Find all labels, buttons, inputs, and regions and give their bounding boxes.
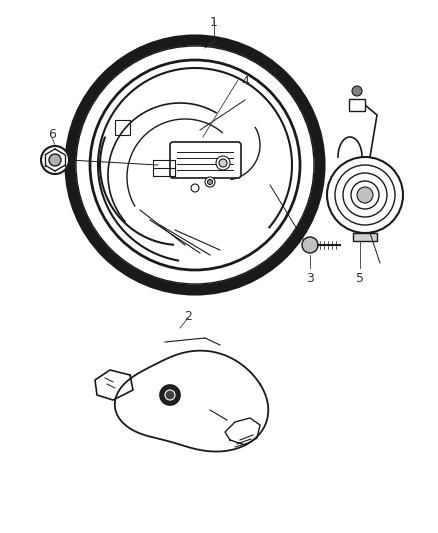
Text: 4: 4 xyxy=(241,75,249,88)
Text: 3: 3 xyxy=(306,272,314,285)
Text: 2: 2 xyxy=(184,310,192,323)
Polygon shape xyxy=(95,370,133,400)
Circle shape xyxy=(219,159,227,167)
Circle shape xyxy=(352,86,362,96)
Circle shape xyxy=(216,156,230,170)
Circle shape xyxy=(205,177,215,187)
FancyBboxPatch shape xyxy=(349,99,365,111)
Circle shape xyxy=(302,237,318,253)
FancyBboxPatch shape xyxy=(170,142,241,178)
Text: 1: 1 xyxy=(210,16,218,29)
Polygon shape xyxy=(98,68,292,261)
Text: 5: 5 xyxy=(356,272,364,285)
Polygon shape xyxy=(225,418,260,445)
Circle shape xyxy=(49,154,61,166)
Polygon shape xyxy=(115,351,268,451)
Circle shape xyxy=(357,187,373,203)
Text: 6: 6 xyxy=(48,128,56,141)
FancyBboxPatch shape xyxy=(353,233,377,241)
Circle shape xyxy=(160,385,180,405)
Circle shape xyxy=(90,60,300,270)
Circle shape xyxy=(165,390,175,400)
Circle shape xyxy=(70,40,320,290)
Circle shape xyxy=(191,184,199,192)
Circle shape xyxy=(41,146,69,174)
Circle shape xyxy=(327,157,403,233)
Circle shape xyxy=(208,180,212,184)
